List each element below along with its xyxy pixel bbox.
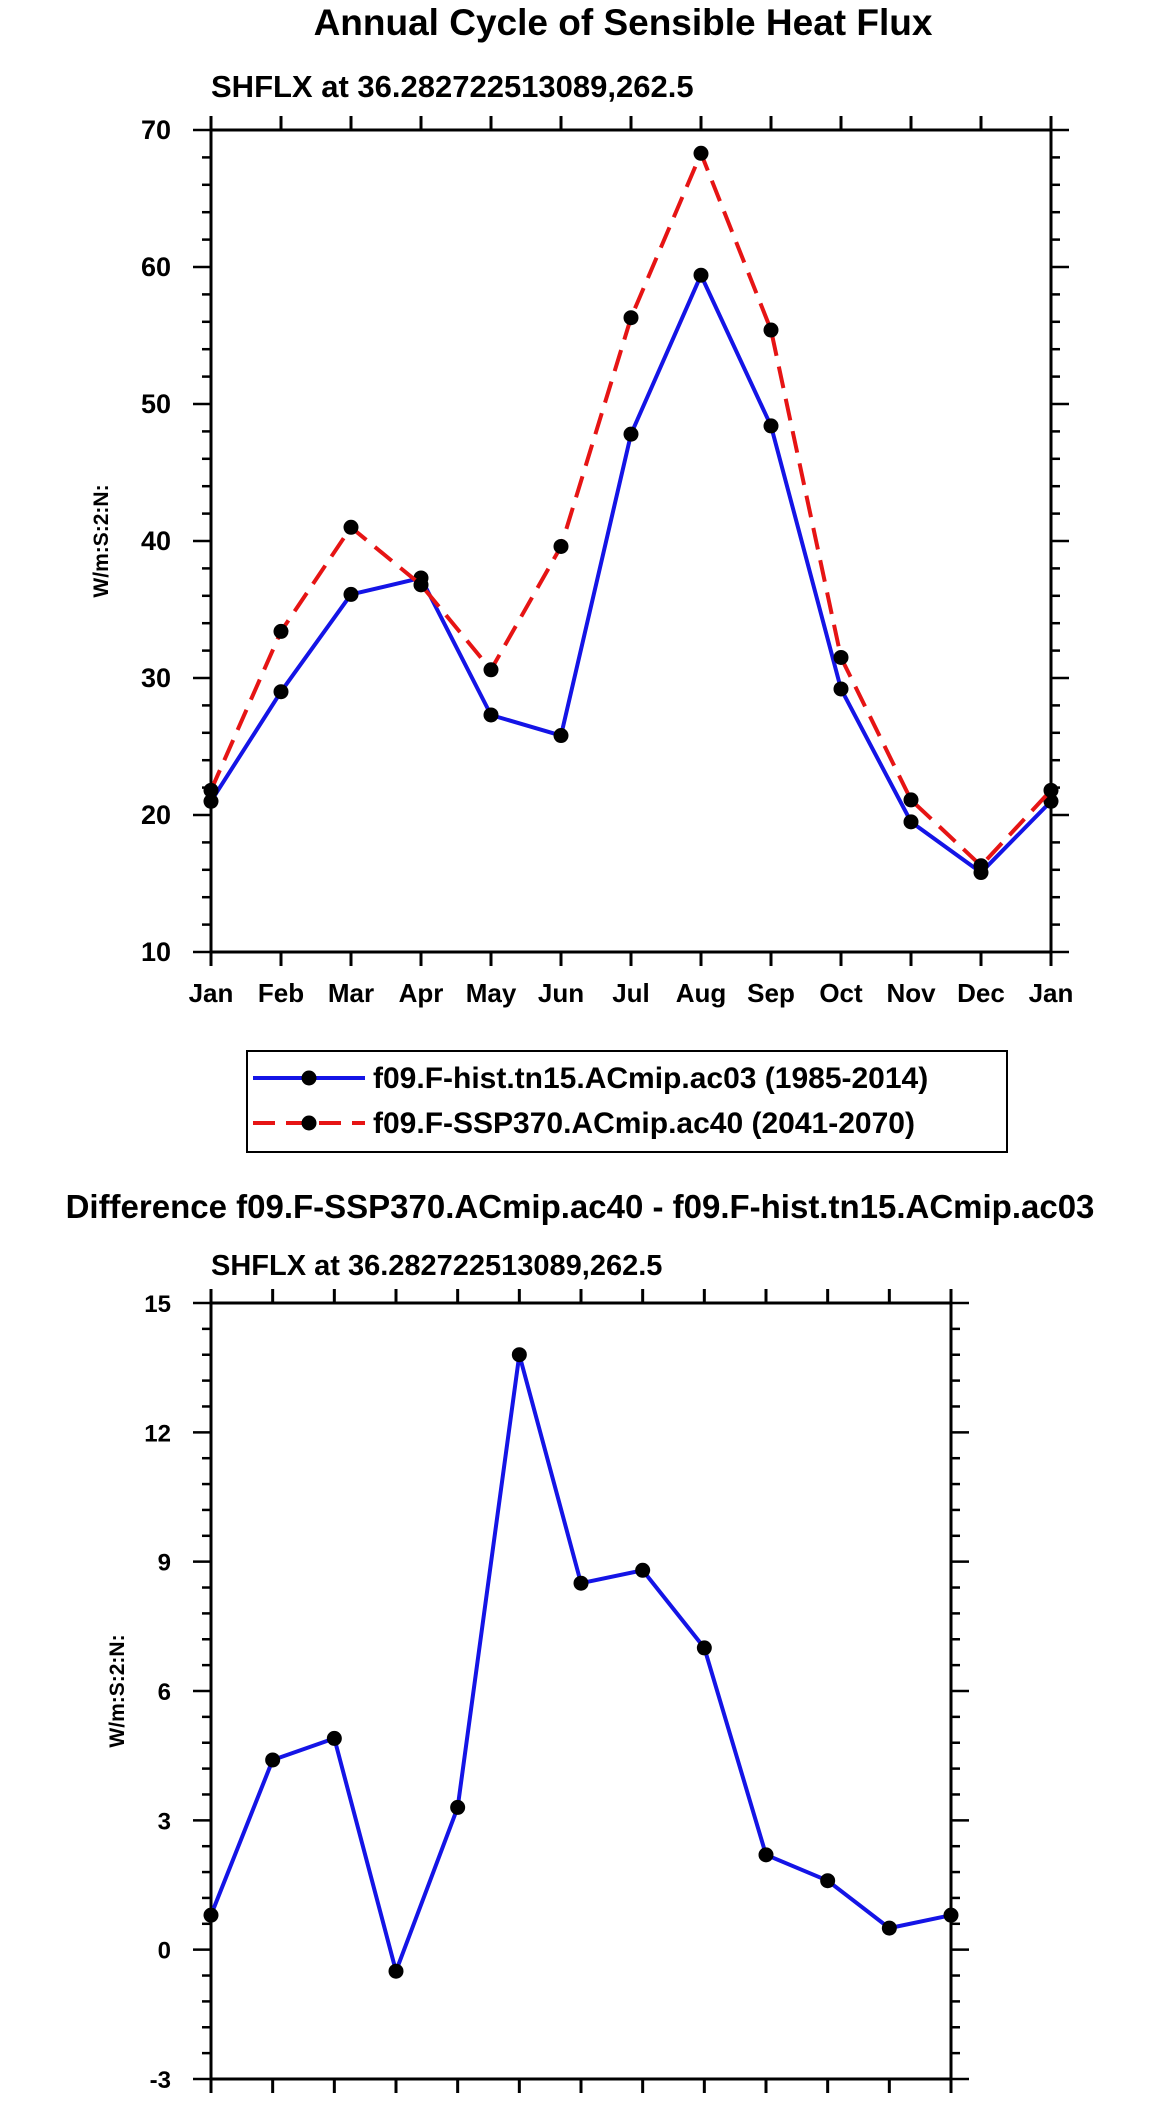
- data-point: [273, 684, 289, 700]
- x-tick-label: Jan: [1029, 978, 1074, 1008]
- y-tick-label: 50: [141, 389, 171, 419]
- data-point: [413, 577, 429, 593]
- y-tick-label: 20: [141, 800, 171, 830]
- data-point: [553, 728, 569, 744]
- y-axis-label: W/m:S:2:N:: [106, 1634, 129, 1747]
- data-point: [763, 322, 779, 338]
- y-tick-label: 60: [141, 252, 171, 282]
- y-tick-label: -3: [150, 2067, 171, 2094]
- panel-annual-cycle: Annual Cycle of Sensible Heat Flux SHFLX …: [90, 2, 1074, 1153]
- data-point: [903, 814, 919, 830]
- data-point: [343, 519, 359, 535]
- x-tick-label: Dec: [957, 978, 1005, 1008]
- data-point: [623, 310, 639, 326]
- data-point: [881, 1920, 897, 1936]
- y-tick-label: 9: [158, 1550, 171, 1577]
- chart-title: Difference f09.F-SSP370.ACmip.ac40 - f09…: [66, 1188, 1095, 1225]
- y-tick-label: 12: [144, 1420, 171, 1447]
- y-axis-label: W/m:S:2:N:: [90, 484, 113, 597]
- data-point: [763, 418, 779, 434]
- data-point: [265, 1752, 281, 1768]
- data-point: [343, 586, 359, 602]
- legend: f09.F-hist.tn15.ACmip.ac03 (1985-2014) f0…: [246, 1050, 1008, 1153]
- x-tick-label: May: [466, 978, 517, 1008]
- data-point: [693, 145, 709, 161]
- data-point: [1043, 782, 1059, 798]
- x-tick-label: Mar: [328, 978, 374, 1008]
- data-point: [450, 1799, 466, 1815]
- x-tick-label: Oct: [819, 978, 863, 1008]
- data-point: [203, 782, 219, 798]
- data-point: [573, 1575, 589, 1591]
- y-tick-label: 0: [158, 1938, 171, 1965]
- series-line-1: [209, 151, 1053, 868]
- data-point: [833, 681, 849, 697]
- y-tick-label: 70: [141, 115, 171, 145]
- x-tick-label: Aug: [676, 978, 727, 1008]
- legend-marker-0: [301, 1070, 317, 1086]
- data-point: [903, 792, 919, 808]
- chart-subtitle: SHFLX at 36.282722513089,262.5: [211, 69, 694, 104]
- x-tick-label: Nov: [886, 978, 936, 1008]
- chart-title: Annual Cycle of Sensible Heat Flux: [314, 2, 933, 43]
- y-tick-label: 3: [158, 1808, 171, 1835]
- series-line-0: [209, 1352, 952, 1974]
- chart-subtitle: SHFLX at 36.282722513089,262.5: [211, 1250, 662, 1282]
- plot-frame: [209, 1301, 953, 2081]
- panel-difference: Difference f09.F-SSP370.ACmip.ac40 - f09…: [66, 1188, 1095, 2094]
- y-tick-label: 40: [141, 526, 171, 556]
- series-line-0: [209, 273, 1053, 875]
- data-point: [203, 793, 219, 809]
- x-tick-label: Jan: [189, 978, 234, 1008]
- data-point: [820, 1873, 836, 1889]
- data-point: [483, 662, 499, 678]
- data-point: [973, 858, 989, 874]
- x-tick-label: Jun: [538, 978, 584, 1008]
- data-point: [833, 649, 849, 665]
- data-point: [326, 1730, 342, 1746]
- legend-marker-1: [301, 1115, 317, 1131]
- data-point: [203, 1907, 219, 1923]
- data-point: [696, 1640, 712, 1656]
- x-tick-label: Feb: [258, 978, 304, 1008]
- x-tick-label: Sep: [747, 978, 795, 1008]
- data-point: [758, 1847, 774, 1863]
- y-tick-label: 15: [144, 1291, 171, 1318]
- legend-box: [246, 1050, 1008, 1153]
- data-point: [623, 426, 639, 442]
- data-point: [483, 707, 499, 723]
- x-tick-label: Apr: [399, 978, 444, 1008]
- data-point: [635, 1562, 651, 1578]
- y-tick-label: 10: [141, 937, 171, 967]
- data-point: [1043, 793, 1059, 809]
- plot-frame: [209, 128, 1053, 954]
- data-point: [273, 623, 289, 639]
- data-point: [511, 1347, 527, 1363]
- x-tick-label: Jul: [612, 978, 650, 1008]
- y-tick-label: 30: [141, 663, 171, 693]
- data-point: [553, 538, 569, 554]
- legend-entry-0: f09.F-hist.tn15.ACmip.ac03 (1985-2014): [373, 1062, 928, 1095]
- legend-entry-1: f09.F-SSP370.ACmip.ac40 (2041-2070): [373, 1107, 915, 1140]
- data-point: [388, 1963, 404, 1979]
- data-point: [943, 1907, 959, 1923]
- y-tick-label: 6: [158, 1679, 171, 1706]
- data-point: [693, 267, 709, 283]
